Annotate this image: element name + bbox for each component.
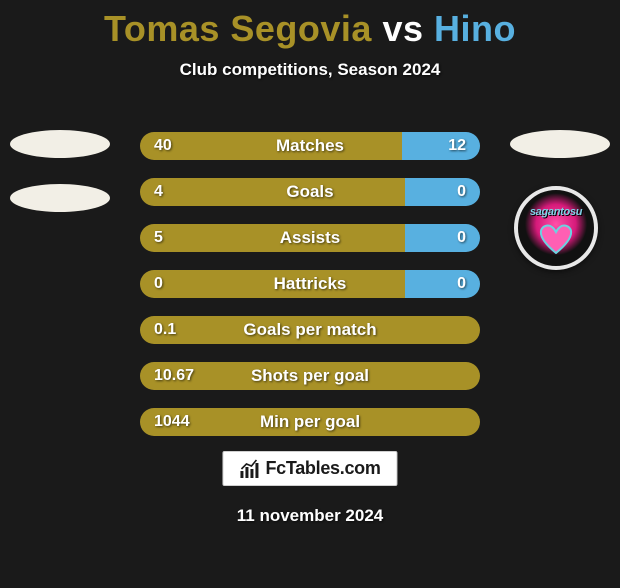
player1-name: Tomas Segovia — [104, 8, 372, 49]
heart-icon — [539, 224, 573, 254]
stat-bar-left: 10.67 — [140, 362, 466, 390]
stat-bar: 4012Matches — [140, 132, 480, 160]
stat-bar-left: 1044 — [140, 408, 466, 436]
stat-bar-right: 12 — [402, 132, 480, 160]
stat-bar-left: 0.1 — [140, 316, 466, 344]
stat-left-value: 10.67 — [154, 367, 194, 385]
stat-left-value: 0.1 — [154, 321, 176, 339]
stat-bar: 50Assists — [140, 224, 480, 252]
stat-bar-left: 0 — [140, 270, 405, 298]
stat-bar-right: 0 — [405, 178, 480, 206]
stat-right-value: 12 — [448, 137, 466, 155]
stat-left-value: 1044 — [154, 413, 190, 431]
stat-left-value: 0 — [154, 275, 163, 293]
stat-bar-left: 40 — [140, 132, 402, 160]
club-badge: sagantosu — [514, 186, 598, 270]
brand-chart-icon — [239, 459, 259, 479]
right-badge-column — [500, 130, 610, 184]
vs-text: vs — [372, 8, 434, 49]
stat-bar-left: 4 — [140, 178, 405, 206]
stat-bar: 00Hattricks — [140, 270, 480, 298]
player1-badge-placeholder-2 — [10, 184, 110, 212]
stat-left-value: 4 — [154, 183, 163, 201]
stat-left-value: 5 — [154, 229, 163, 247]
subtitle: Club competitions, Season 2024 — [0, 60, 620, 80]
stat-right-value: 0 — [457, 183, 466, 201]
player1-badge-placeholder-1 — [10, 130, 110, 158]
stat-right-value: 0 — [457, 275, 466, 293]
comparison-bars: 4012Matches40Goals50Assists00Hattricks0.… — [140, 132, 480, 454]
club-badge-label: sagantosu — [518, 206, 594, 218]
stat-left-value: 40 — [154, 137, 172, 155]
stat-bar-right: 0 — [405, 270, 480, 298]
footer-date: 11 november 2024 — [0, 506, 620, 526]
player2-name: Hino — [434, 8, 516, 49]
stat-bar-right — [466, 408, 480, 436]
left-badge-column — [10, 130, 120, 238]
stat-right-value: 0 — [457, 229, 466, 247]
stat-bar: 40Goals — [140, 178, 480, 206]
player2-badge-placeholder — [510, 130, 610, 158]
brand-badge[interactable]: FcTables.com — [222, 451, 397, 486]
stat-bar: 0.1Goals per match — [140, 316, 480, 344]
stat-bar-left: 5 — [140, 224, 405, 252]
page-title: Tomas Segovia vs Hino — [0, 8, 620, 50]
stat-bar-right: 0 — [405, 224, 480, 252]
stat-bar: 10.67Shots per goal — [140, 362, 480, 390]
stat-bar-right — [466, 316, 480, 344]
stat-bar: 1044Min per goal — [140, 408, 480, 436]
brand-text: FcTables.com — [265, 458, 380, 479]
stat-bar-right — [466, 362, 480, 390]
